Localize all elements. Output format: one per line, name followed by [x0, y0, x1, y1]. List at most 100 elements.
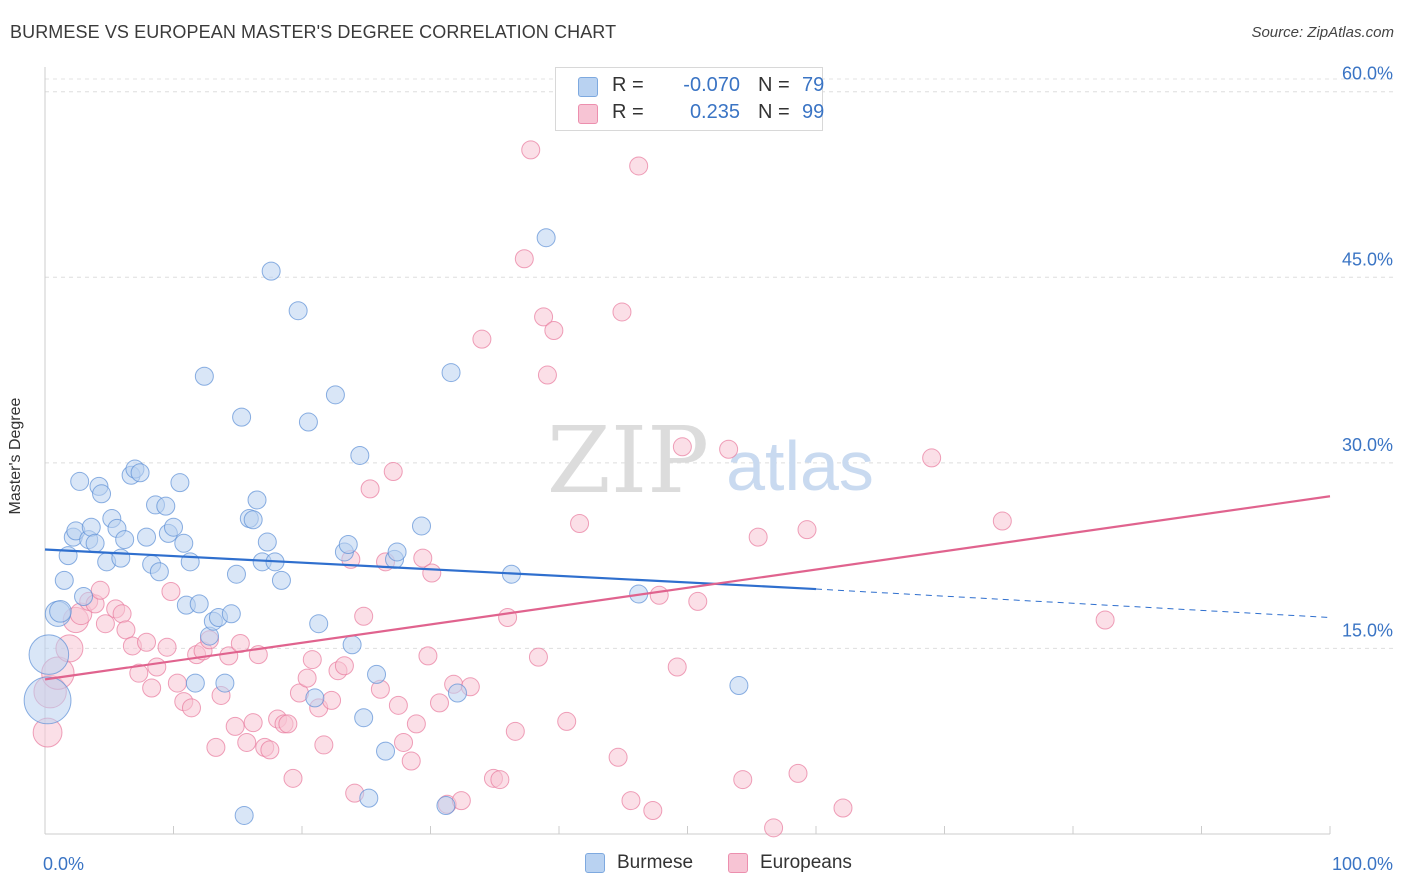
burmese-point: [412, 516, 432, 536]
europeans-point: [394, 732, 414, 752]
legend-swatch-burmese: [585, 853, 605, 873]
burmese-point: [215, 673, 235, 693]
europeans-point: [137, 632, 157, 652]
burmese-point: [70, 471, 90, 491]
europeans-point: [237, 732, 257, 752]
burmese-point: [342, 635, 362, 655]
europeans-point: [621, 791, 641, 811]
europeans-point: [116, 620, 136, 640]
burmese-point: [81, 517, 101, 537]
y-tick-label: 15.0%: [1342, 620, 1393, 640]
burmese-point: [28, 634, 70, 675]
burmese-point: [729, 676, 749, 696]
europeans-point: [992, 511, 1012, 531]
burmese-point: [243, 510, 263, 530]
europeans-point: [322, 690, 342, 710]
europeans-trend-line: [44, 495, 1331, 681]
stats-box: R = -0.070 N = 79 R = 0.235 N = 99: [555, 67, 825, 131]
europeans-point: [401, 751, 421, 771]
europeans-point: [649, 585, 669, 605]
legend-label-europeans: Europeans: [760, 852, 852, 873]
burmese-point: [170, 473, 190, 493]
europeans-point: [643, 800, 663, 820]
europeans-point: [629, 156, 649, 176]
europeans-point: [528, 647, 548, 667]
europeans-point: [472, 329, 492, 349]
europeans-point: [557, 711, 577, 731]
chart-source: Source: ZipAtlas.com: [1251, 24, 1394, 41]
burmese-point: [115, 530, 135, 550]
x-tick-label-max: 100.0%: [1332, 854, 1393, 874]
europeans-point: [219, 646, 239, 666]
burmese-point: [338, 535, 358, 555]
europeans-point: [243, 713, 263, 733]
legend-swatch-europeans: [728, 853, 748, 873]
europeans-point: [260, 740, 280, 760]
burmese-point: [376, 741, 396, 761]
y-tick-label: 30.0%: [1342, 435, 1393, 455]
burmese-point: [257, 532, 277, 552]
burmese-point: [226, 564, 246, 584]
gridlines: [45, 78, 1395, 649]
europeans-point: [498, 608, 518, 628]
europeans-point: [388, 695, 408, 715]
r-value: -0.070: [683, 74, 740, 96]
europeans-point: [544, 321, 564, 341]
europeans-point: [297, 668, 317, 688]
burmese-swatch: [578, 77, 598, 97]
burmese-point: [221, 604, 241, 624]
r-label: R =: [612, 74, 644, 96]
europeans-point: [570, 513, 590, 533]
burmese-point: [149, 562, 169, 582]
europeans-point: [429, 693, 449, 713]
burmese-point: [74, 586, 94, 606]
europeans-point: [278, 714, 298, 734]
europeans-point: [406, 714, 426, 734]
europeans-point: [283, 768, 303, 788]
europeans-point: [797, 520, 817, 540]
burmese-point: [85, 533, 105, 553]
n-value: 99: [802, 101, 825, 123]
watermark-zip: ZIP: [547, 407, 709, 514]
europeans-point: [922, 448, 942, 468]
burmese-trend-line: [44, 548, 817, 591]
europeans-point: [360, 479, 380, 499]
burmese-point: [367, 664, 387, 684]
europeans-point: [490, 770, 510, 790]
europeans-point: [534, 307, 554, 327]
burmese-point: [288, 301, 308, 321]
burmese-point: [189, 594, 209, 614]
burmese-point: [350, 445, 370, 465]
burmese-point: [49, 600, 72, 623]
europeans-point: [608, 747, 628, 767]
burmese-point: [325, 385, 345, 405]
europeans-point: [157, 637, 177, 657]
burmese-point: [441, 363, 461, 383]
europeans-point: [521, 140, 541, 160]
europeans-swatch: [578, 104, 598, 124]
r-label: R =: [612, 101, 644, 123]
burmese-trend-extension: [815, 588, 1331, 619]
n-value: 79: [802, 74, 825, 96]
burmese-point: [247, 490, 267, 510]
europeans-point: [667, 657, 687, 677]
watermark: ZIP atlas: [547, 407, 874, 514]
europeans-point: [688, 591, 708, 611]
europeans-point: [413, 548, 433, 568]
europeans-point: [90, 580, 110, 600]
burmese-point: [92, 484, 112, 504]
burmese-point: [23, 676, 72, 725]
europeans-point: [514, 249, 534, 269]
burmese-point: [354, 708, 374, 728]
europeans-point: [112, 604, 132, 624]
y-tick-label: 60.0%: [1342, 64, 1393, 84]
burmese-point: [54, 570, 74, 590]
europeans-point: [1095, 610, 1115, 630]
chart-title: BURMESE VS EUROPEAN MASTER'S DEGREE CORR…: [10, 22, 617, 42]
tick-labels: 15.0% 30.0% 45.0% 60.0% 0.0% 100.0%: [43, 64, 1393, 874]
europeans-point: [181, 698, 201, 718]
europeans-point: [354, 606, 374, 626]
r-value: 0.235: [689, 101, 740, 123]
burmese-point: [271, 570, 291, 590]
burmese-point: [174, 533, 194, 553]
